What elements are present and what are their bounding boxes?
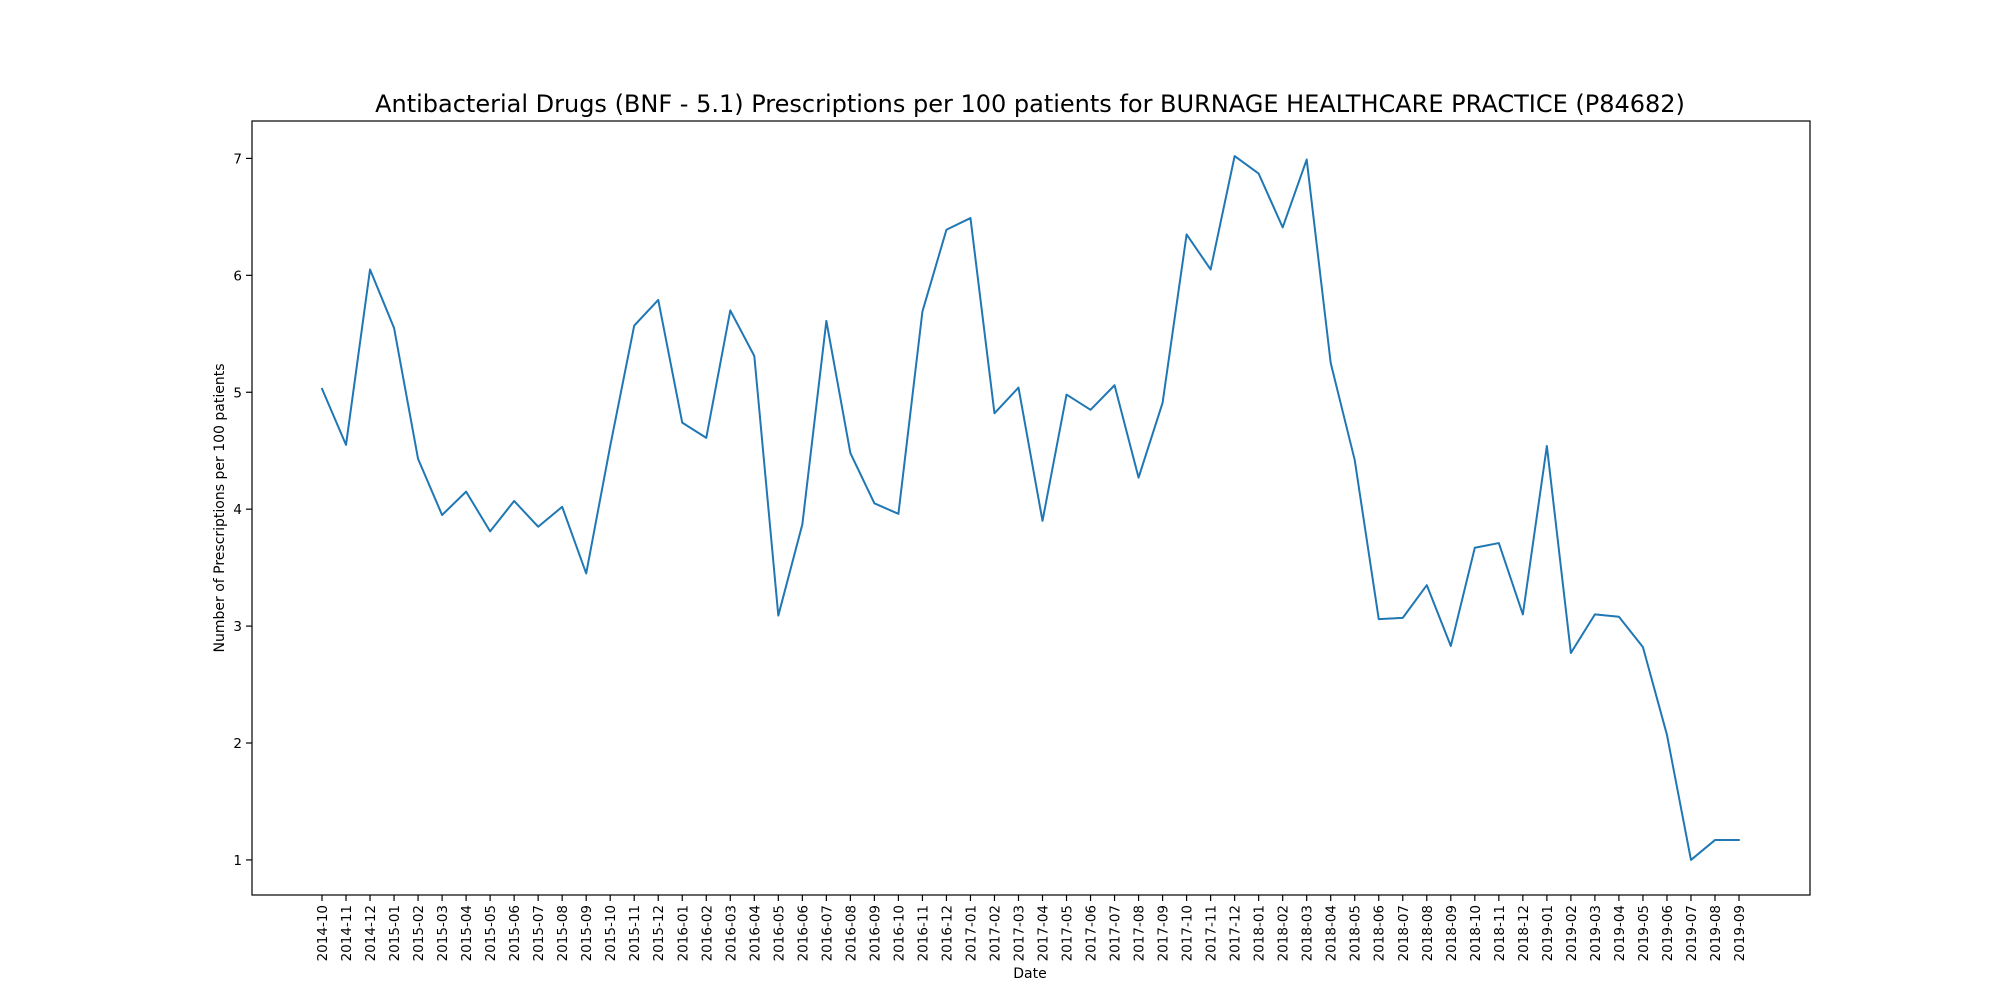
x-tick-label-2015-10: 2015-10 [603,905,619,961]
x-tick-label-2016-10: 2016-10 [891,905,907,961]
y-tick-label-5: 5 [233,385,242,401]
chart-title: Antibacterial Drugs (BNF - 5.1) Prescrip… [375,90,1685,118]
x-tick-label-2015-02: 2015-02 [411,905,427,961]
y-tick-label-1: 1 [233,853,242,869]
plot-frame [251,120,1811,896]
x-tick-label-2015-11: 2015-11 [627,905,643,961]
y-tick-label-2: 2 [233,736,242,752]
x-tick-label-2018-04: 2018-04 [1324,905,1340,961]
x-tick-label-2014-10: 2014-10 [315,905,331,961]
x-tick-label-2018-08: 2018-08 [1420,905,1436,961]
x-tick-label-2017-02: 2017-02 [987,905,1003,961]
x-tick-label-2019-02: 2019-02 [1564,905,1580,961]
x-tick-label-2015-09: 2015-09 [579,905,595,961]
x-tick-label-2018-05: 2018-05 [1348,905,1364,961]
y-axis-label: Number of Prescriptions per 100 patients [212,364,228,653]
x-tick-label-2016-02: 2016-02 [699,905,715,961]
x-tick-label-2016-09: 2016-09 [867,905,883,961]
x-axis-label: Date [1013,966,1046,982]
x-tick-label-2019-04: 2019-04 [1612,905,1628,961]
y-tick-label-6: 6 [233,268,242,284]
x-tick-label-2017-05: 2017-05 [1060,905,1076,961]
x-tick-label-2014-12: 2014-12 [363,905,379,961]
x-tick-label-2016-11: 2016-11 [915,905,931,961]
y-tick-label-3: 3 [233,619,242,635]
x-tick-label-2015-03: 2015-03 [435,905,451,961]
x-tick-label-2019-07: 2019-07 [1684,905,1700,961]
x-tick-label-2015-05: 2015-05 [483,905,499,961]
x-tick-label-2018-10: 2018-10 [1468,905,1484,961]
x-tick-label-2019-08: 2019-08 [1708,905,1724,961]
x-tick-label-2016-12: 2016-12 [939,905,955,961]
x-tick-label-2019-06: 2019-06 [1660,905,1676,961]
x-tick-label-2019-01: 2019-01 [1540,905,1556,961]
x-tick-label-2016-04: 2016-04 [747,905,763,961]
x-tick-label-2016-06: 2016-06 [795,905,811,961]
y-tick-label-4: 4 [233,502,242,518]
x-tick-label-2015-04: 2015-04 [459,905,475,961]
x-tick-label-2015-01: 2015-01 [387,905,403,961]
x-tick-label-2019-03: 2019-03 [1588,905,1604,961]
x-tick-label-2017-09: 2017-09 [1156,905,1172,961]
x-tick-label-2017-06: 2017-06 [1084,905,1100,961]
series-line-0 [321,155,1740,861]
x-tick-label-2016-05: 2016-05 [771,905,787,961]
x-tick-label-2017-08: 2017-08 [1132,905,1148,961]
x-tick-label-2018-02: 2018-02 [1276,905,1292,961]
x-tick-label-2017-10: 2017-10 [1180,905,1196,961]
x-tick-label-2016-01: 2016-01 [675,905,691,961]
x-tick-label-2018-03: 2018-03 [1300,905,1316,961]
x-tick-label-2015-06: 2015-06 [507,905,523,961]
x-tick-label-2016-08: 2016-08 [843,905,859,961]
x-tick-label-2016-03: 2016-03 [723,905,739,961]
x-tick-label-2018-09: 2018-09 [1444,905,1460,961]
y-tick-label-7: 7 [233,151,242,167]
x-tick-label-2017-03: 2017-03 [1011,905,1027,961]
x-tick-label-2018-12: 2018-12 [1516,905,1532,961]
x-tick-label-2017-12: 2017-12 [1228,905,1244,961]
x-tick-label-2018-06: 2018-06 [1372,905,1388,961]
x-tick-label-2015-07: 2015-07 [531,905,547,961]
x-tick-label-2018-07: 2018-07 [1396,905,1412,961]
x-tick-label-2015-08: 2015-08 [555,905,571,961]
x-tick-label-2016-07: 2016-07 [819,905,835,961]
x-tick-label-2019-09: 2019-09 [1732,905,1748,961]
x-tick-label-2019-05: 2019-05 [1636,905,1652,961]
x-tick-label-2015-12: 2015-12 [651,905,667,961]
x-tick-label-2017-07: 2017-07 [1108,905,1124,961]
x-tick-label-2017-01: 2017-01 [963,905,979,961]
x-tick-label-2018-01: 2018-01 [1252,905,1268,961]
x-tick-label-2017-11: 2017-11 [1204,905,1220,961]
x-tick-label-2014-11: 2014-11 [339,905,355,961]
plot-area: 1 2 3 4 5 6 7 2014-10 2014-11 2014-12 2015-01 2015-… [233,120,1811,961]
x-tick-label-2018-11: 2018-11 [1492,905,1508,961]
x-tick-label-2017-04: 2017-04 [1036,905,1052,961]
